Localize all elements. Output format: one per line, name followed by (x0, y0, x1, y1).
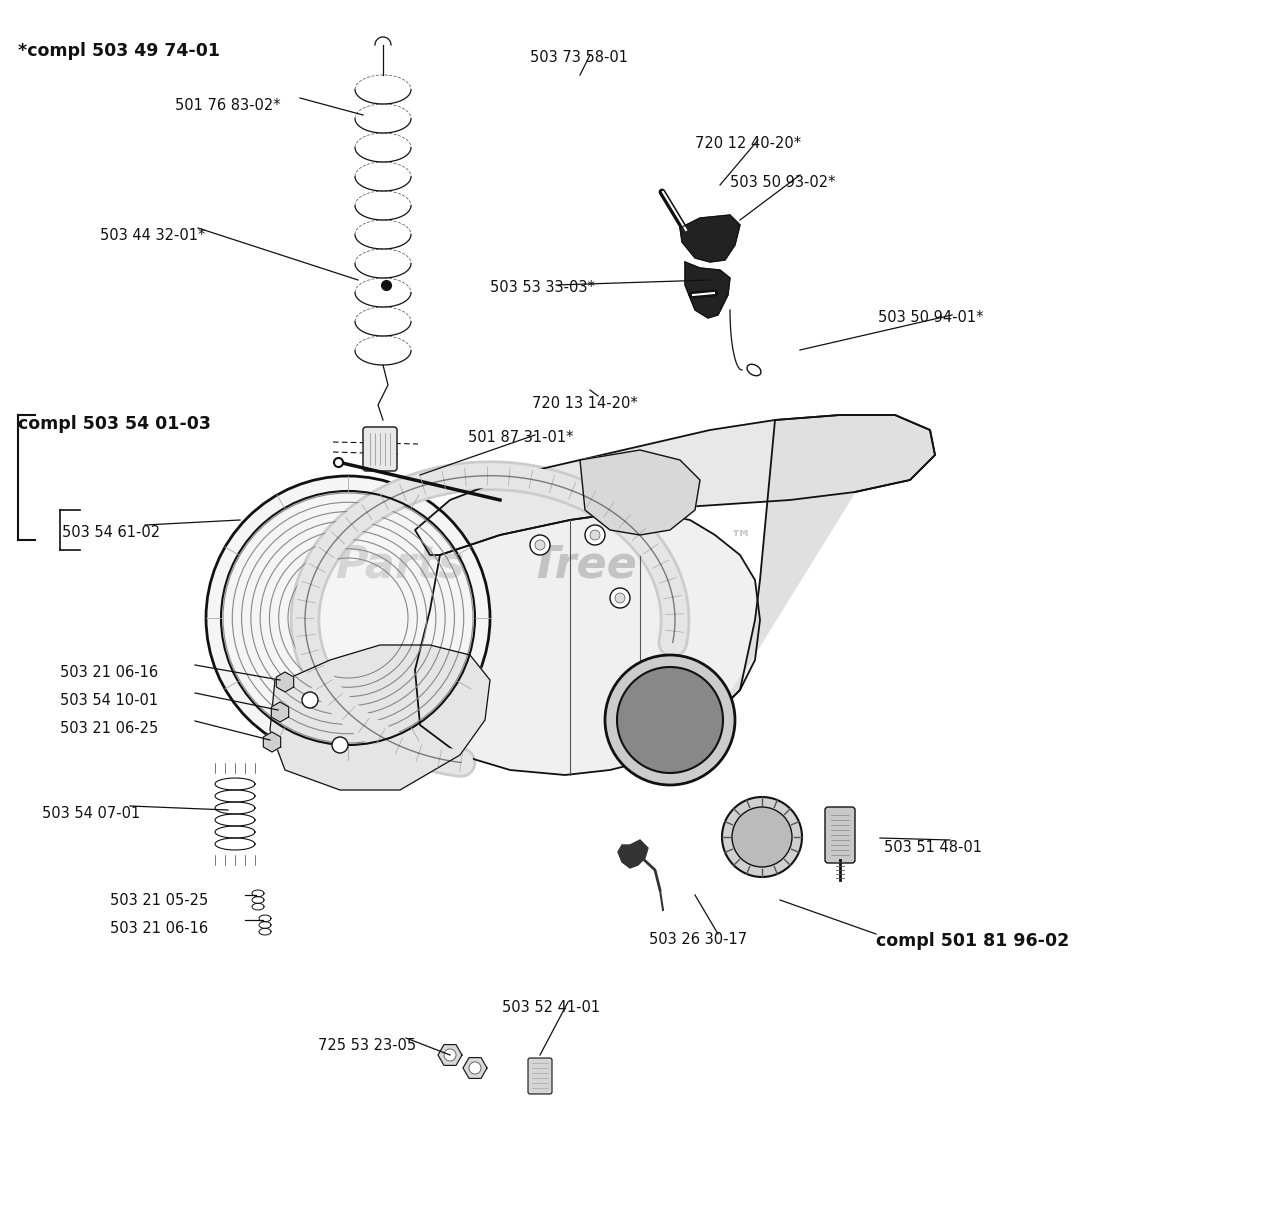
Polygon shape (463, 1057, 486, 1079)
Text: 503 54 61-02: 503 54 61-02 (61, 525, 160, 539)
Text: 503 21 05-25: 503 21 05-25 (110, 893, 209, 908)
Polygon shape (719, 416, 934, 710)
Text: Tree: Tree (530, 543, 637, 586)
Circle shape (617, 667, 723, 773)
Polygon shape (618, 840, 648, 868)
Text: 503 21 06-25: 503 21 06-25 (60, 720, 159, 736)
FancyBboxPatch shape (826, 807, 855, 863)
Circle shape (444, 1049, 456, 1061)
Polygon shape (580, 450, 700, 535)
Circle shape (722, 797, 803, 877)
Text: 720 12 40-20*: 720 12 40-20* (695, 136, 801, 151)
Text: 503 50 94-01*: 503 50 94-01* (878, 310, 983, 324)
Circle shape (332, 738, 348, 753)
Circle shape (468, 1062, 481, 1074)
Text: 503 44 32-01*: 503 44 32-01* (100, 228, 205, 243)
FancyBboxPatch shape (364, 426, 397, 471)
Text: 503 21 06-16: 503 21 06-16 (110, 921, 209, 936)
Text: 503 52 41-01: 503 52 41-01 (502, 1000, 600, 1015)
Polygon shape (415, 416, 934, 555)
Polygon shape (264, 731, 280, 752)
Circle shape (585, 525, 605, 546)
FancyBboxPatch shape (529, 1058, 552, 1094)
Text: 503 21 06-16: 503 21 06-16 (60, 665, 159, 680)
Polygon shape (276, 672, 293, 693)
Text: 503 50 93-02*: 503 50 93-02* (730, 175, 836, 190)
Circle shape (530, 535, 550, 555)
Polygon shape (271, 702, 289, 722)
Polygon shape (685, 262, 730, 318)
Text: *compl 503 49 74-01: *compl 503 49 74-01 (18, 43, 220, 60)
Text: compl 501 81 96-02: compl 501 81 96-02 (876, 932, 1069, 950)
Text: 503 26 30-17: 503 26 30-17 (649, 932, 748, 946)
Text: 503 53 33-03*: 503 53 33-03* (490, 279, 595, 295)
Polygon shape (438, 1045, 462, 1066)
Text: 503 51 48-01: 503 51 48-01 (884, 840, 982, 855)
Ellipse shape (748, 364, 760, 375)
Polygon shape (270, 645, 490, 790)
Text: 503 54 07-01: 503 54 07-01 (42, 806, 141, 821)
Circle shape (590, 530, 600, 539)
Text: 720 13 14-20*: 720 13 14-20* (532, 396, 637, 411)
Polygon shape (415, 510, 760, 775)
Circle shape (535, 539, 545, 550)
Text: 501 87 31-01*: 501 87 31-01* (468, 430, 573, 445)
Text: 503 54 10-01: 503 54 10-01 (60, 693, 159, 708)
Text: ™: ™ (730, 530, 753, 550)
Circle shape (732, 807, 792, 868)
Text: 501 76 83-02*: 501 76 83-02* (175, 98, 280, 113)
Text: 503 73 58-01: 503 73 58-01 (530, 50, 628, 64)
Text: compl 503 54 01-03: compl 503 54 01-03 (18, 416, 211, 433)
Text: 725 53 23-05: 725 53 23-05 (317, 1038, 416, 1053)
Circle shape (614, 593, 625, 603)
Circle shape (206, 476, 490, 761)
Circle shape (611, 588, 630, 608)
Circle shape (302, 693, 317, 708)
Polygon shape (680, 215, 740, 262)
Text: Parts: Parts (335, 543, 465, 586)
Circle shape (605, 655, 735, 785)
